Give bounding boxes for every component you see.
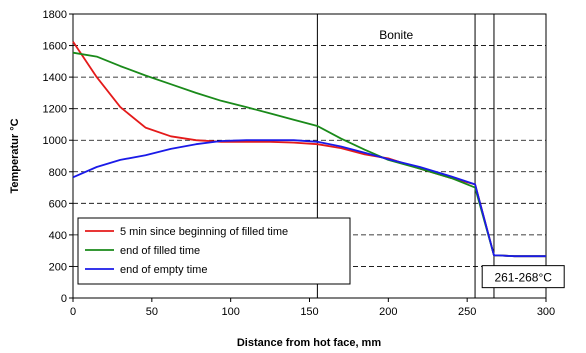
legend: 5 min since beginning of filled time end … [77,217,351,285]
legend-label-1: 5 min since beginning of filled time [120,226,288,238]
x-tick-label: 100 [221,306,239,318]
y-tick-label: 1200 [43,104,67,116]
legend-box [77,217,351,285]
annotation-temp-box [481,265,565,289]
y-tick-label: 400 [49,230,67,242]
annotation-bonite: Bonite [379,28,413,42]
y-axis-ticks: 0 200 400 600 800 1000 1200 1400 1600 1800 [43,9,73,305]
legend-label-2: end of filled time [120,245,200,257]
y-tick-label: 600 [49,198,67,210]
y-tick-label: 200 [49,261,67,273]
y-tick-label: 1600 [43,41,67,53]
annotations: Bonite 261-268°C [379,28,565,289]
y-tick-label: 800 [49,167,67,179]
y-tick-label: 1000 [43,135,67,147]
y-tick-label: 1400 [43,72,67,84]
y-tick-label: 1800 [43,9,67,21]
y-tick-label: 0 [61,293,67,305]
x-axis-ticks: 0 50 100 150 200 250 300 [70,298,555,318]
x-tick-label: 50 [146,306,158,318]
data-series [72,41,546,258]
annotation-temp-label: 261-268°C [494,271,552,285]
x-tick-label: 200 [379,306,397,318]
legend-label-3: end of empty time [120,264,207,276]
x-tick-label: 0 [70,306,76,318]
x-tick-label: 300 [537,306,555,318]
x-tick-label: 150 [300,306,318,318]
series-line-3 [72,139,546,258]
x-axis-title: Distance from hot face, mm [237,337,381,349]
y-axis-title: Temperatur °C [9,118,21,193]
x-tick-label: 250 [458,306,476,318]
